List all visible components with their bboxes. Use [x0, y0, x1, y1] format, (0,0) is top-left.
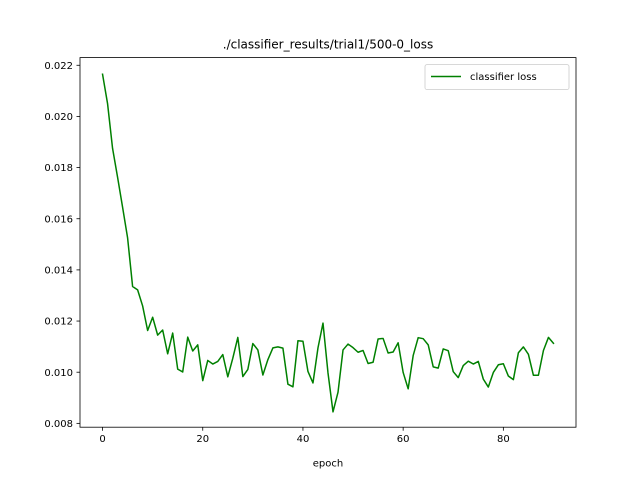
axes-frame	[79, 57, 577, 428]
legend-label-classifier-loss: classifier loss	[470, 72, 537, 83]
series-line-0	[101, 73, 555, 413]
y-tick-label: 0.018	[44, 163, 73, 174]
x-axis-ticks: 0 20 40 60 80	[99, 427, 510, 445]
y-tick-label: 0.008	[44, 419, 73, 430]
y-tick-label: 0.014	[44, 265, 73, 276]
y-tick-label: 0.020	[44, 112, 73, 123]
x-axis-label: epoch	[313, 459, 343, 470]
y-tick-label: 0.022	[44, 61, 73, 72]
x-tick-label: 0	[99, 434, 105, 445]
legend: classifier loss	[424, 64, 570, 90]
y-tick-label: 0.012	[44, 317, 73, 328]
y-axis-ticks: 0.008 0.010 0.012 0.014 0.016 0.018 0.020 0.022	[44, 61, 80, 430]
x-tick-label: 80	[497, 434, 510, 445]
x-tick-label: 40	[297, 434, 310, 445]
legend-box	[424, 64, 570, 90]
x-tick-label: 60	[397, 434, 410, 445]
chart-title: ./classifier_results/trial1/500-0_loss	[223, 38, 434, 52]
plot-area	[101, 73, 555, 413]
y-tick-label: 0.016	[44, 214, 73, 225]
x-tick-label: 20	[196, 434, 209, 445]
y-tick-label: 0.010	[44, 368, 73, 379]
